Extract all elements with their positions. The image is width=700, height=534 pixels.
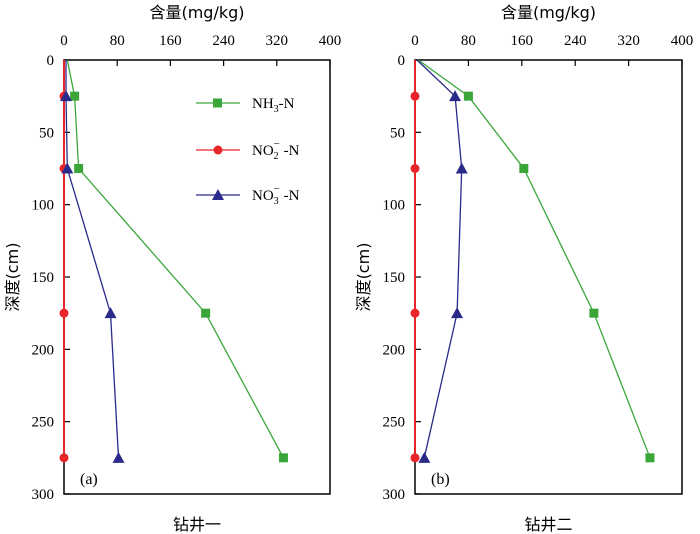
plot-frame <box>414 59 683 495</box>
panel-label: (b) <box>431 471 450 488</box>
legend-label-sup: − <box>274 183 280 195</box>
data-point-circle <box>59 453 69 463</box>
data-point-triangle <box>112 451 125 463</box>
x-tick-label: 80 <box>461 33 476 49</box>
data-point-triangle <box>451 307 464 319</box>
data-point-circle <box>59 308 69 318</box>
data-point-square <box>278 453 288 463</box>
y-tick-label: 150 <box>383 270 406 286</box>
legend-label-sub: 2 <box>274 151 279 162</box>
x-tick-label: 160 <box>511 33 534 49</box>
data-point-square <box>645 453 655 463</box>
x-tick-label: 0 <box>60 33 68 49</box>
chart-panel-a: 0 80 160 240 320 400 0 50 100 150 200 250 300 含量(mg/k… <box>3 3 341 534</box>
chart-caption: 钻井一 <box>173 515 221 534</box>
data-point-triangle <box>61 162 74 174</box>
y-tick-label: 50 <box>390 125 405 141</box>
legend-label-main: NH <box>252 96 274 112</box>
y-axis-title: 深度(cm) <box>354 243 373 312</box>
x-tick-label: 240 <box>564 33 587 49</box>
x-axis-title: 含量(mg/kg) <box>149 3 244 22</box>
series-line-triangle <box>65 60 120 458</box>
y-tick-label: 300 <box>32 487 55 503</box>
y-tick-label: 200 <box>32 342 55 358</box>
legend-label: NO2− -N <box>252 138 300 162</box>
data-point-square <box>463 91 473 101</box>
y-tick-label: 0 <box>47 53 55 69</box>
data-point-triangle <box>104 307 117 319</box>
data-point-triangle <box>449 90 462 102</box>
data-point-circle <box>410 453 420 463</box>
chart-caption: 钻井二 <box>524 515 572 534</box>
legend-label-main: NO <box>252 143 274 159</box>
data-point-circle <box>410 164 420 173</box>
y-tick-label: 100 <box>383 198 406 214</box>
series-line-triangle <box>416 59 463 458</box>
series-line-square <box>66 59 284 459</box>
y-tick-label: 0 <box>398 53 406 69</box>
data-point-triangle <box>59 90 72 102</box>
legend-label-tail: -N <box>280 188 300 204</box>
x-axis-title: 含量(mg/kg) <box>501 3 596 22</box>
legend-marker-square <box>213 98 222 108</box>
legend-marker-circle <box>213 145 223 155</box>
x-tick-label: 160 <box>159 33 182 49</box>
y-tick-label: 150 <box>32 270 55 286</box>
x-tick-label: 320 <box>266 33 289 49</box>
data-point-square <box>201 308 211 318</box>
y-tick-label: 100 <box>32 198 55 214</box>
x-tick-label: 400 <box>671 33 694 49</box>
data-point-triangle <box>455 162 468 174</box>
legend-label-main: NO <box>252 188 274 204</box>
data-point-triangle <box>418 451 431 463</box>
legend-label-tail: -N <box>279 96 295 112</box>
x-tick-label: 240 <box>212 33 235 49</box>
legend-marker-triangle <box>212 189 224 200</box>
y-tick-label: 250 <box>383 415 406 431</box>
legend-label: NH3-N <box>252 96 295 115</box>
data-point-circle <box>410 91 420 101</box>
series-line-square <box>417 59 651 459</box>
legend-label-sub: 3 <box>274 196 279 207</box>
legend-label: NO3− -N <box>252 183 300 207</box>
x-tick-label: 320 <box>617 33 640 49</box>
data-point-circle <box>410 308 420 318</box>
x-tick-label: 0 <box>411 33 419 49</box>
x-tick-label: 80 <box>110 33 125 49</box>
y-tick-label: 300 <box>383 487 406 503</box>
chart-panel-b: 0 80 160 240 320 400 0 50 100 150 200 250 300 含量(mg/k… <box>354 3 693 534</box>
legend-label-sup: − <box>274 138 280 150</box>
panel-label: (a) <box>80 471 98 488</box>
y-axis-title: 深度(cm) <box>3 243 22 312</box>
x-tick-label: 400 <box>319 33 342 49</box>
legend-label-sub: 3 <box>274 104 279 115</box>
legend-label-tail: -N <box>280 143 300 159</box>
y-tick-label: 200 <box>383 342 406 358</box>
plot-frame <box>63 59 331 495</box>
y-tick-label: 50 <box>39 125 54 141</box>
data-point-square <box>74 164 84 173</box>
data-point-square <box>589 308 599 318</box>
y-tick-label: 250 <box>32 415 55 431</box>
data-point-square <box>70 91 80 101</box>
data-point-square <box>519 164 529 173</box>
